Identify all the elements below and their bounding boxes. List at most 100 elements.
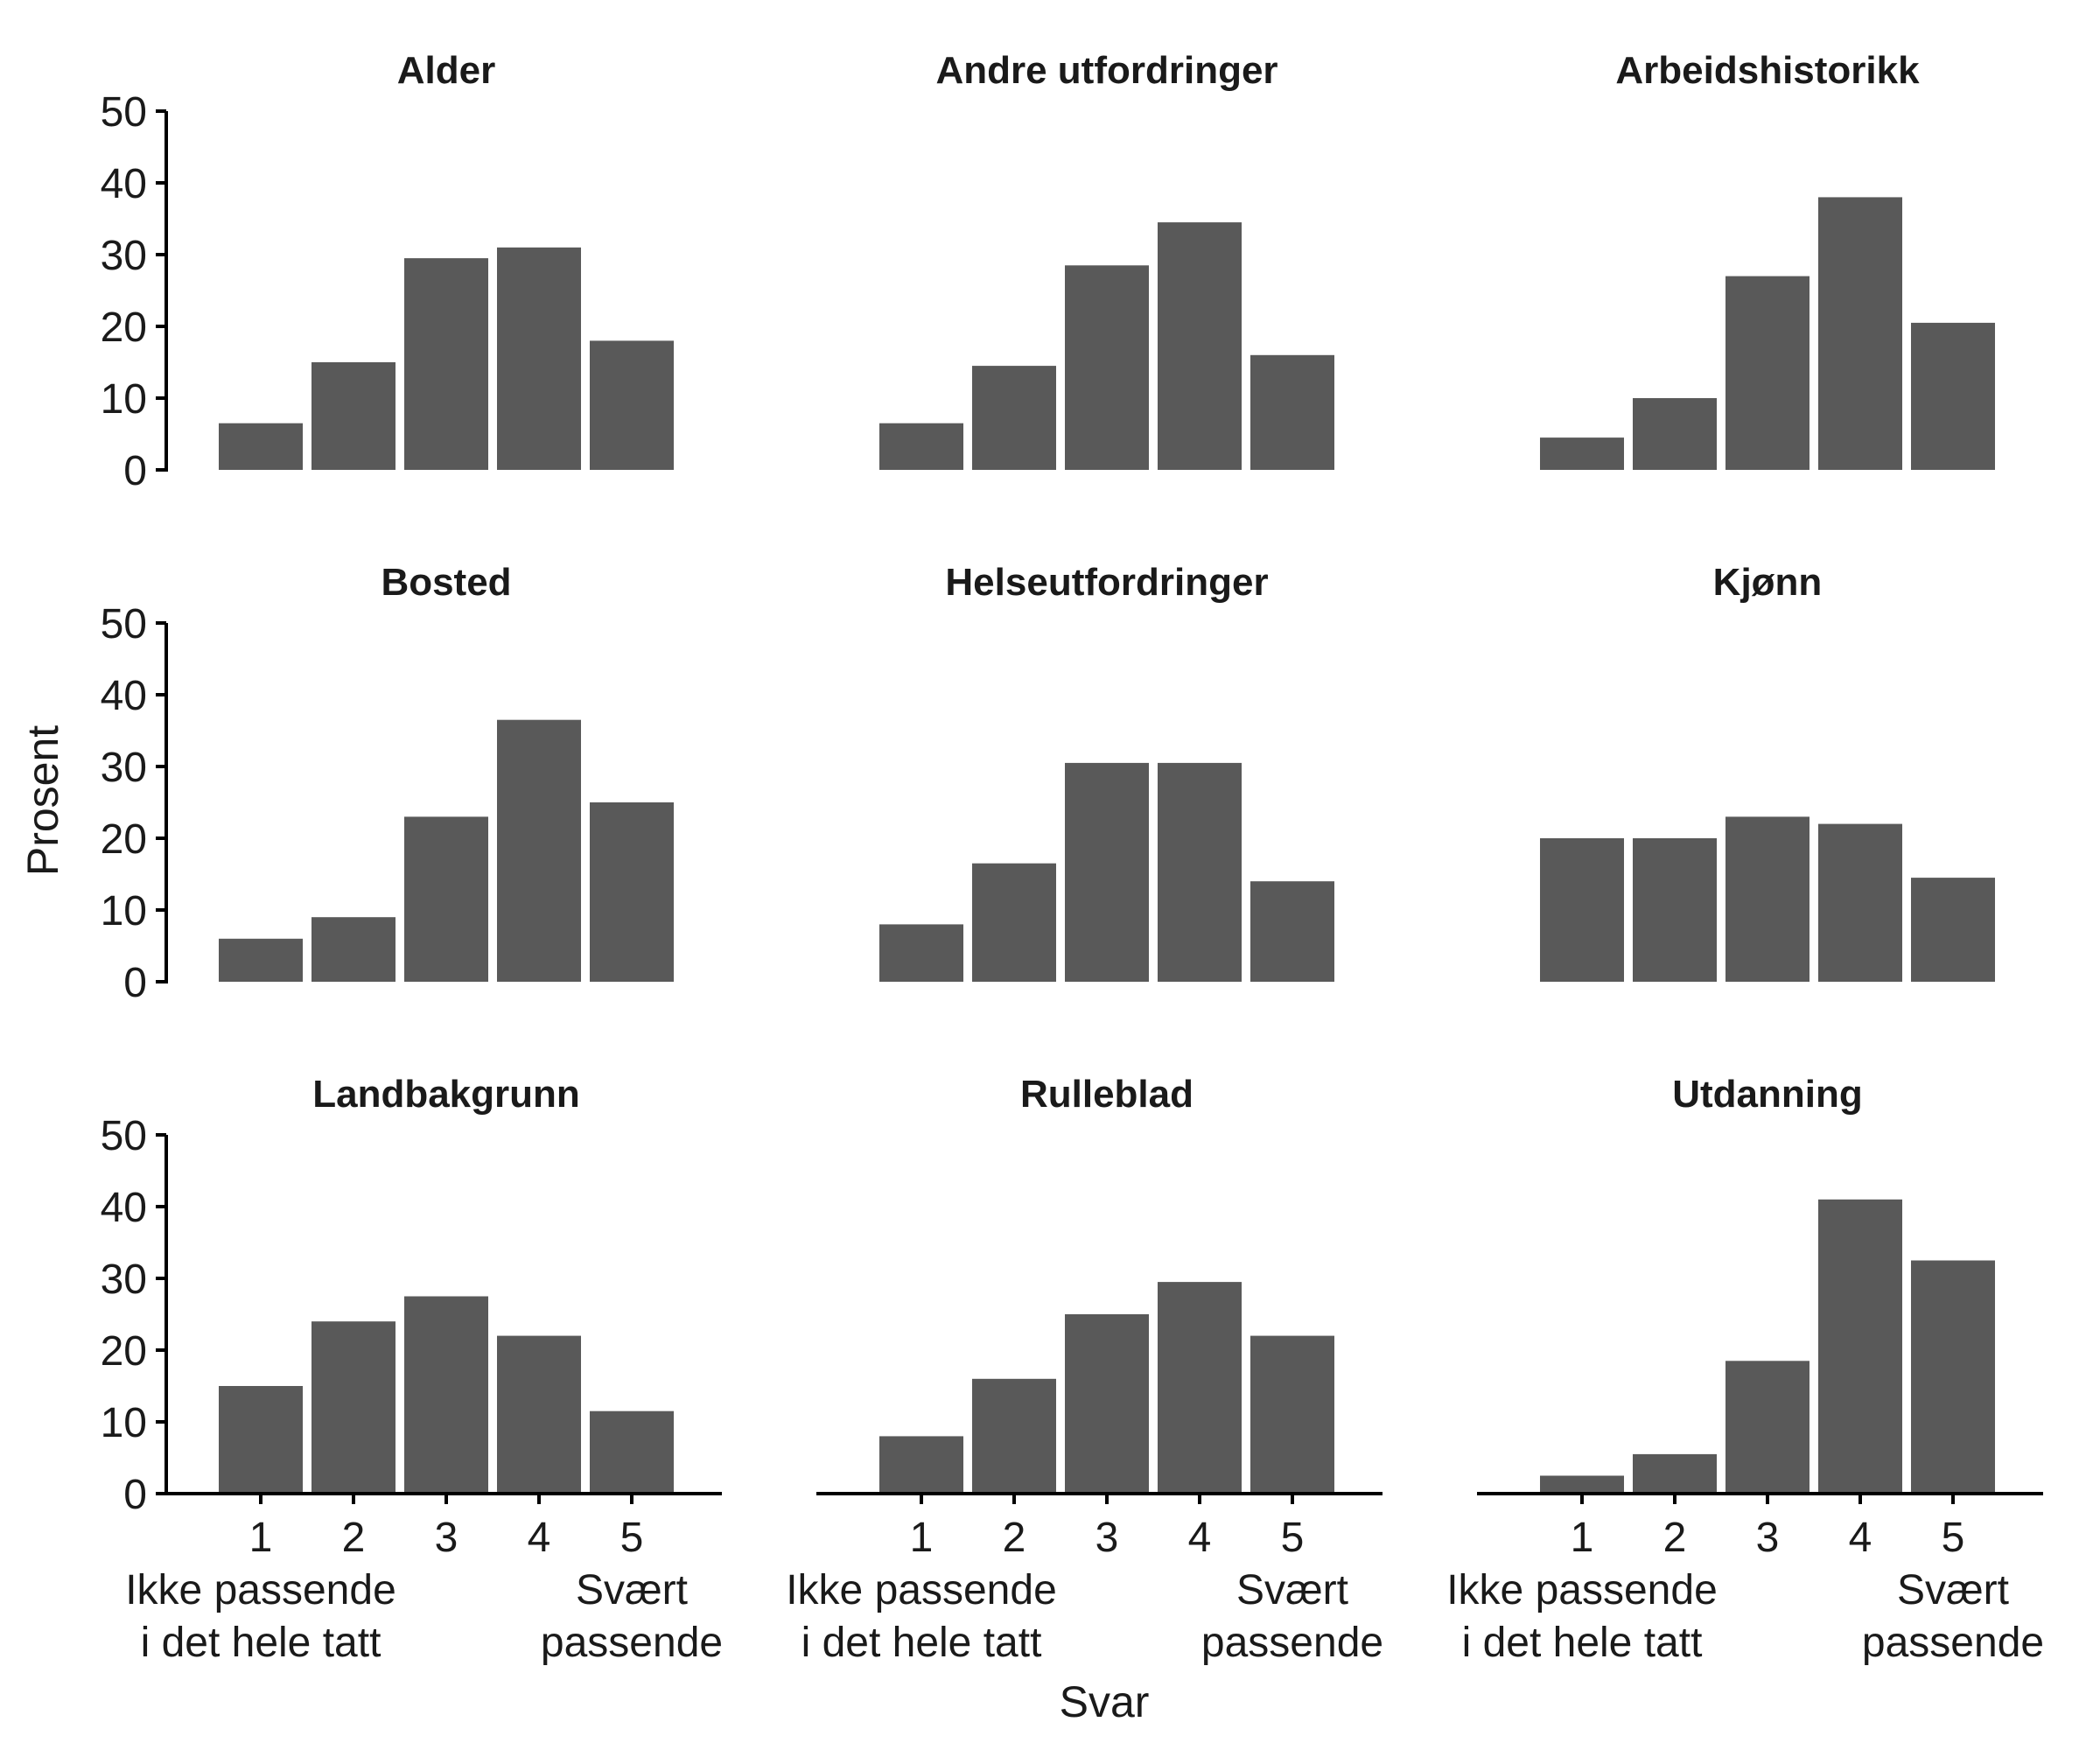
bar [1818, 1199, 1902, 1494]
x-end-label-right: Svært [1236, 1567, 1348, 1614]
x-tick-label: 1 [910, 1515, 934, 1561]
bar [1726, 1361, 1810, 1494]
panel-title: Bosted [381, 561, 511, 604]
panel-title: Utdanning [1672, 1073, 1863, 1116]
bar [312, 917, 396, 982]
y-tick-label: 10 [101, 1400, 147, 1446]
bar [1158, 1282, 1242, 1494]
bar [497, 719, 581, 982]
y-tick-label: 40 [101, 1185, 147, 1231]
bar [404, 816, 488, 982]
bar [1633, 838, 1717, 982]
bar [1065, 1314, 1149, 1494]
y-tick-label: 0 [123, 960, 147, 1006]
bar [1633, 398, 1717, 470]
y-tick-label: 20 [101, 304, 147, 351]
bar [590, 1410, 674, 1494]
panel-andre-utfordringer: Andre utfordringer [879, 49, 1334, 470]
panel-alder: Alder 0 10 20 30 40 50 [101, 49, 674, 494]
x-end-label-left: Ikke passende [125, 1567, 396, 1614]
panel-utdanning: Utdanning 1 2 3 4 5 Ikke passende i det hele ta… [1446, 1073, 2044, 1666]
panel-title: Landbakgrunn [312, 1073, 580, 1116]
bar [404, 1296, 488, 1494]
y-tick-label: 10 [101, 888, 147, 934]
x-tick-label: 2 [342, 1515, 366, 1561]
bar [1726, 276, 1810, 470]
bar [312, 362, 396, 470]
y-tick-label: 0 [123, 1472, 147, 1518]
x-tick-label: 4 [528, 1515, 551, 1561]
bar [219, 938, 303, 982]
x-tick-label: 5 [620, 1515, 644, 1561]
x-end-label-right: passende [1862, 1620, 2044, 1666]
bar [1911, 322, 1995, 470]
bar [497, 247, 581, 470]
bar [1726, 816, 1810, 982]
bar [219, 1386, 303, 1494]
x-tick-label: 3 [435, 1515, 458, 1561]
bar [1250, 881, 1334, 982]
x-tick-label: 2 [1003, 1515, 1026, 1561]
panel-title: Rulleblad [1020, 1073, 1194, 1116]
bar [972, 366, 1056, 470]
x-end-label-left: i det hele tatt [802, 1620, 1042, 1666]
x-end-label-left: i det hele tatt [1462, 1620, 1703, 1666]
bar [1818, 823, 1902, 982]
x-tick-label: 1 [1571, 1515, 1594, 1561]
panel-title: Alder [397, 49, 495, 92]
bar [1540, 1475, 1624, 1494]
x-end-label-right: Svært [1897, 1567, 2009, 1614]
y-tick-label: 40 [101, 161, 147, 207]
bar [1065, 265, 1149, 470]
panel-arbeidshistorikk: Arbeidshistorikk [1540, 49, 1995, 470]
x-tick-label: 4 [1849, 1515, 1872, 1561]
bar [972, 1378, 1056, 1494]
bar [590, 340, 674, 470]
x-axis-title: Svar [1060, 1677, 1150, 1726]
y-tick-label: 0 [123, 448, 147, 494]
x-end-label-right: passende [541, 1620, 723, 1666]
bar [590, 802, 674, 982]
x-tick-label: 3 [1756, 1515, 1780, 1561]
x-end-label-left: Ikke passende [786, 1567, 1057, 1614]
y-tick-label: 30 [101, 233, 147, 279]
y-tick-label: 10 [101, 376, 147, 423]
panel-title: Helseutfordringer [945, 561, 1268, 604]
bar [1250, 1335, 1334, 1494]
y-tick-label: 20 [101, 1328, 147, 1375]
panel-kjønn: Kjønn [1540, 561, 1995, 982]
bar [1250, 354, 1334, 470]
bar [879, 1436, 963, 1494]
x-tick-label: 5 [1281, 1515, 1305, 1561]
panel-title: Andre utfordringer [935, 49, 1278, 92]
y-axis-title: Prosent [18, 725, 67, 876]
panel-helseutfordringer: Helseutfordringer [879, 561, 1334, 982]
bar [1633, 1453, 1717, 1494]
bar [1540, 838, 1624, 982]
x-end-label-left: i det hele tatt [141, 1620, 382, 1666]
y-tick-label: 30 [101, 1256, 147, 1303]
y-tick-label: 50 [101, 89, 147, 136]
bar [1158, 762, 1242, 982]
y-tick-label: 30 [101, 745, 147, 791]
bar [1818, 197, 1902, 470]
bar [1911, 1260, 1995, 1494]
bar [497, 1335, 581, 1494]
x-end-label-right: Svært [576, 1567, 688, 1614]
panel-rulleblad: Rulleblad 1 2 3 4 5 Ikke passende i det hele ta… [786, 1073, 1383, 1666]
panel-title: Kjønn [1713, 561, 1823, 604]
y-tick-label: 40 [101, 673, 147, 719]
bar [312, 1321, 396, 1494]
y-tick-label: 50 [101, 601, 147, 648]
y-tick-label: 20 [101, 816, 147, 863]
x-tick-label: 1 [249, 1515, 273, 1561]
panel-title: Arbeidshistorikk [1615, 49, 1920, 92]
panel-landbakgrunn: Landbakgrunn 0 10 20 30 40 50 1 2 3 4 5 Ikke passend… [101, 1073, 723, 1666]
x-end-label-left: Ikke passende [1446, 1567, 1718, 1614]
bar [879, 423, 963, 470]
bar [879, 924, 963, 982]
x-tick-label: 4 [1188, 1515, 1212, 1561]
bar [219, 423, 303, 470]
x-end-label-right: passende [1201, 1620, 1383, 1666]
